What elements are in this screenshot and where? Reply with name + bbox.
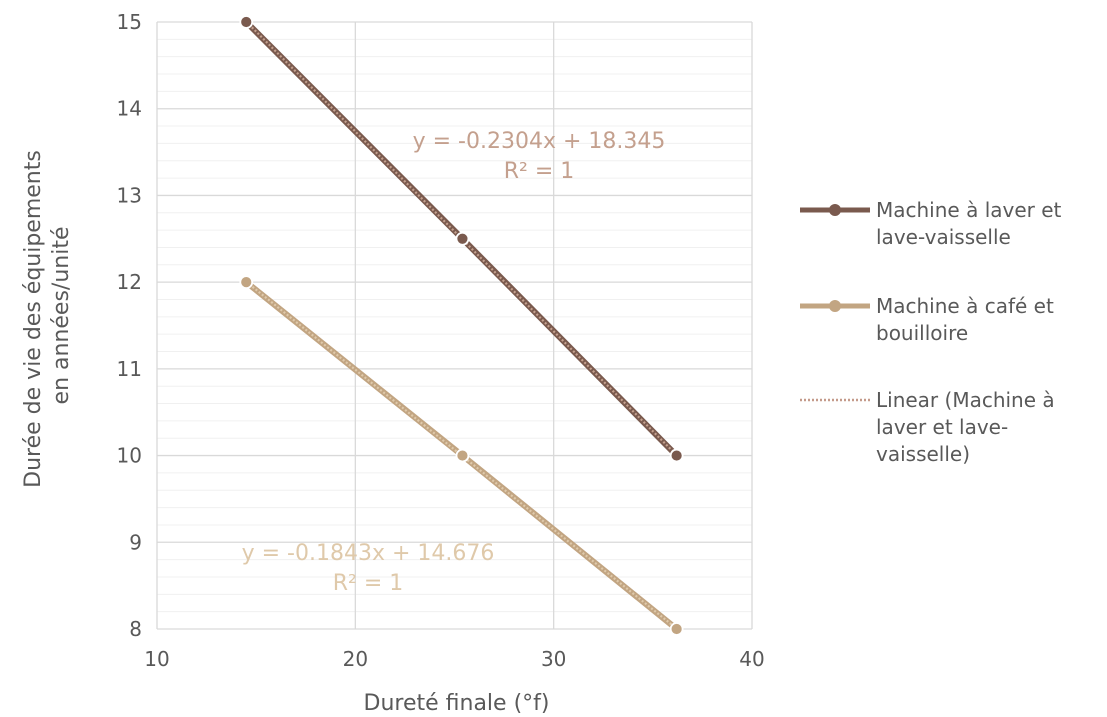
y-tick-label: 12 [117, 270, 142, 294]
data-point [455, 231, 470, 246]
y-axis-title: Durée de vie des équipements en années/u… [21, 143, 74, 488]
y-tick-label: 8 [129, 617, 142, 641]
major-gridlines [156, 21, 753, 630]
legend-label: lave-vaisselle [876, 225, 1011, 249]
data-point [455, 448, 470, 463]
y-tick-label: 11 [117, 357, 142, 381]
legend-item-coffee-machines[interactable]: Machine à café et bouilloire [800, 294, 1054, 345]
minor-gridlines [157, 38, 752, 613]
axis-titles: Dureté finale (°f) Durée de vie des équi… [21, 143, 550, 716]
legend-label: Machine à café et [876, 294, 1054, 318]
trendline-equation: y = -0.2304x + 18.345 [413, 129, 666, 154]
y-tick-label: 13 [117, 183, 142, 207]
trendline-equation: y = -0.1843x + 14.676 [242, 541, 495, 566]
trendline-r-squared: R² = 1 [504, 159, 575, 184]
legend-item-washing-machines[interactable]: Machine à laver et lave-vaisselle [800, 198, 1062, 249]
legend: Machine à laver et lave-vaisselle Machin… [800, 198, 1062, 466]
legend-label: bouilloire [876, 321, 968, 345]
legend-swatch-marker [829, 204, 841, 216]
x-tick-label: 30 [541, 647, 566, 671]
y-tick-label: 9 [129, 530, 142, 554]
series-layer [239, 15, 684, 636]
data-point [239, 275, 254, 290]
y-tick-label: 15 [117, 10, 142, 34]
legend-label: vaisselle) [876, 442, 970, 466]
x-axis-ticks: 10 20 30 40 [144, 647, 764, 671]
legend-label: Machine à laver et [876, 198, 1062, 222]
data-point [669, 622, 684, 636]
y-axis-title-line-1: Durée de vie des équipements [21, 150, 46, 488]
data-point [239, 15, 254, 29]
legend-label: Linear (Machine à [876, 388, 1055, 412]
x-tick-label: 10 [144, 647, 169, 671]
x-tick-label: 20 [343, 647, 368, 671]
trendline-r-squared: R² = 1 [333, 571, 404, 596]
y-axis-ticks: 8 9 10 11 12 13 14 15 [117, 10, 142, 641]
trendline-equations: y = -0.2304x + 18.345 R² = 1 y = -0.1843x … [242, 129, 666, 596]
legend-label: laver et lave- [876, 415, 1008, 439]
x-tick-label: 40 [739, 647, 764, 671]
legend-item-linear-trendline[interactable]: Linear (Machine à laver et lave- vaissel… [800, 388, 1055, 466]
x-axis-title: Dureté finale (°f) [364, 691, 550, 716]
legend-swatch-marker [829, 300, 841, 312]
y-tick-label: 10 [117, 444, 142, 468]
y-axis-title-line-2: en années/unité [49, 227, 74, 405]
data-point [669, 448, 684, 463]
y-tick-label: 14 [117, 97, 142, 121]
